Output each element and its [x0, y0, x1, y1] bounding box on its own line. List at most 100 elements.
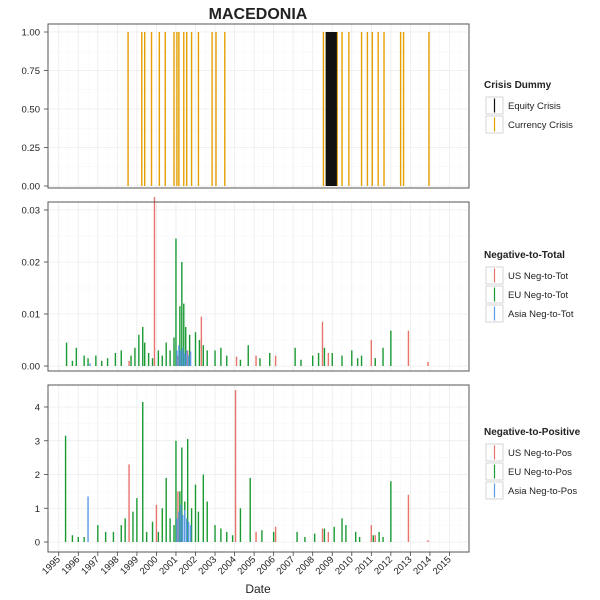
bar [120, 525, 122, 542]
legend-label: EU Neg-to-Tot [508, 290, 569, 301]
bar [161, 508, 163, 542]
bar [188, 334, 191, 366]
y-tick-label: 0 [35, 538, 40, 549]
bar [336, 32, 338, 186]
bar [141, 32, 143, 186]
bar [65, 342, 68, 366]
bar [321, 528, 324, 542]
x-tick-label: 2001 [157, 554, 180, 577]
bar [155, 504, 158, 542]
x-tick-label: 2000 [138, 554, 161, 577]
y-tick-label: 1.00 [22, 28, 41, 39]
bar [427, 361, 429, 366]
bar [145, 531, 148, 542]
legend: Negative-to-Positive US Neg-to-Pos EU Neg-… [484, 427, 581, 500]
bar [114, 353, 117, 366]
bar [186, 32, 188, 186]
y-tick-label: 4 [35, 403, 40, 414]
bar [157, 531, 160, 542]
bar [104, 531, 107, 542]
y-tick-label: 0.03 [22, 206, 41, 217]
bar [377, 32, 379, 186]
bar [144, 342, 146, 366]
bar [341, 32, 343, 186]
x-axis-label: Date [245, 582, 271, 596]
bar [407, 494, 410, 542]
bar [255, 531, 257, 542]
y-tick-label: 1 [35, 504, 40, 515]
bar [75, 347, 78, 366]
bar [175, 440, 177, 542]
bar [194, 332, 197, 366]
bar [176, 350, 178, 366]
bar [164, 32, 166, 186]
bar [327, 531, 330, 542]
bar [356, 358, 359, 366]
bar [190, 508, 193, 542]
y-tick-label: 0.25 [22, 143, 41, 154]
panel-background [48, 202, 469, 371]
bar [360, 355, 363, 366]
bar [186, 350, 188, 366]
bar [239, 359, 242, 366]
bar [83, 355, 85, 366]
bar [383, 32, 385, 186]
bar [249, 477, 251, 542]
bar [235, 356, 238, 366]
series-eu-neg-to-tot [65, 238, 392, 366]
bar [200, 316, 203, 366]
bar [333, 32, 337, 186]
bar [269, 353, 271, 366]
y-tick-label: 2 [35, 470, 40, 481]
panel-2: 0.00 0.01 0.02 0.03 [22, 197, 470, 373]
bar [151, 521, 154, 542]
bar [178, 345, 180, 366]
panel-border [47, 201, 470, 372]
bar [132, 511, 134, 542]
bar [372, 535, 374, 542]
bar [128, 464, 130, 542]
x-tick-label: 2009 [314, 554, 337, 577]
x-tick-label: 2004 [216, 554, 239, 577]
bar [399, 32, 402, 186]
bar [261, 530, 263, 542]
bar [89, 363, 91, 366]
bar [234, 390, 237, 542]
bar [198, 340, 201, 366]
legend-label: Currency Crisis [508, 120, 573, 131]
bar [112, 531, 115, 542]
bar [371, 32, 373, 186]
bar [181, 262, 183, 366]
x-tick-label: 1996 [60, 554, 83, 577]
bar [247, 345, 249, 366]
y-tick-label: 0.75 [22, 66, 41, 77]
bar [175, 238, 177, 366]
legend-label: US Neg-to-Pos [508, 448, 572, 459]
panel-border [47, 23, 470, 189]
bar [87, 496, 89, 542]
bar [374, 358, 376, 366]
bar [215, 32, 217, 186]
bar [189, 351, 192, 366]
bar [427, 540, 429, 542]
bar [206, 501, 208, 542]
bar [370, 340, 373, 366]
bar [190, 32, 193, 186]
bar [142, 401, 144, 542]
bar [138, 334, 140, 366]
bar [313, 533, 316, 542]
bar [226, 355, 228, 366]
bar [180, 350, 182, 366]
bar [183, 303, 185, 366]
bar [327, 32, 332, 186]
bar [197, 511, 200, 542]
bar [428, 32, 430, 186]
bar [321, 321, 324, 366]
x-tick-label: 2005 [235, 554, 258, 577]
bar [189, 525, 192, 542]
x-tick-label: 1998 [99, 554, 122, 577]
bar [187, 521, 190, 542]
legend-label: EU Neg-to-Pos [508, 467, 572, 478]
bar [153, 197, 156, 366]
